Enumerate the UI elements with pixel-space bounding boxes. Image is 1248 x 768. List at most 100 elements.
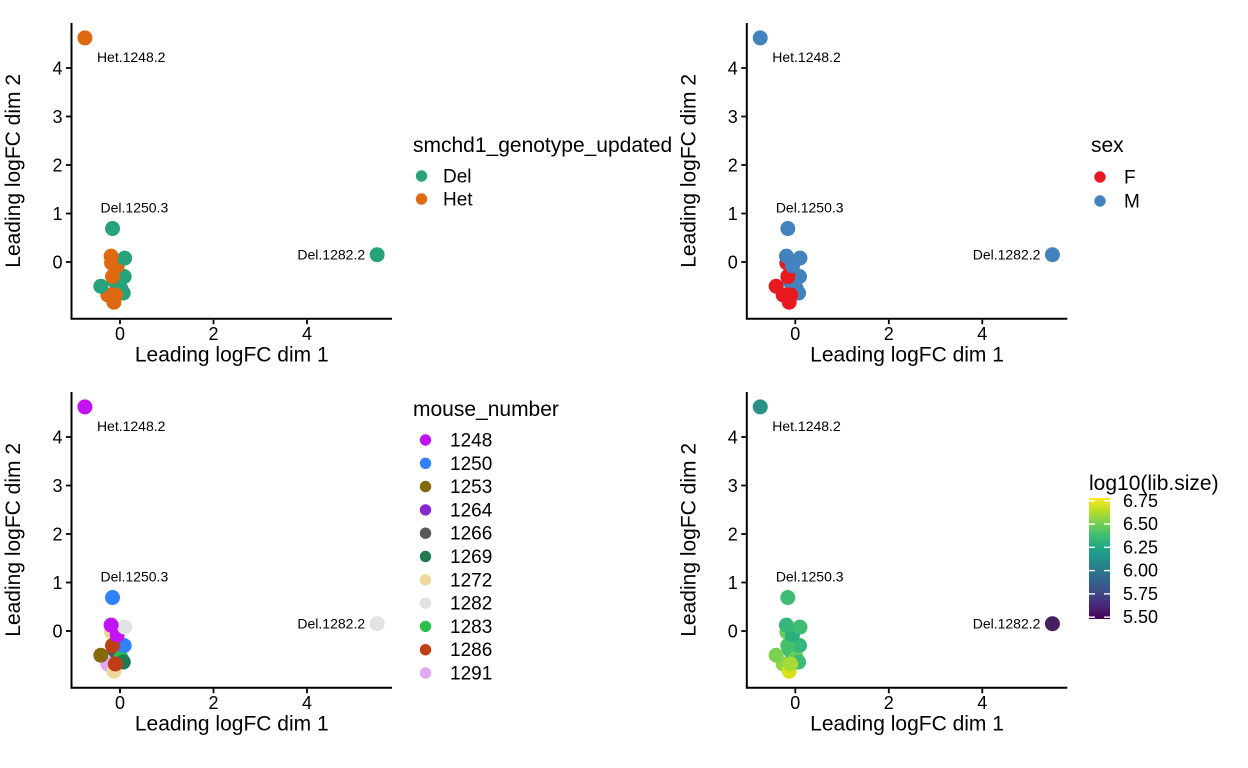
x-axis-title: Leading logFC dim 1 xyxy=(135,344,329,367)
data-point xyxy=(105,221,121,237)
y-axis-tick-label: 4 xyxy=(728,59,738,79)
data-point xyxy=(768,647,784,663)
axis-line xyxy=(70,23,392,320)
sample-label: Del.1282.2 xyxy=(973,247,1041,263)
sample-label: Del.1282.2 xyxy=(297,247,365,263)
y-axis-tick-label: 3 xyxy=(52,476,62,496)
legend-title: sex xyxy=(1091,134,1124,157)
x-axis-tick-label: 2 xyxy=(884,324,894,344)
legend-key-dot xyxy=(419,527,432,539)
legend-key-dot xyxy=(419,457,432,469)
y-axis-tick-label: 0 xyxy=(52,253,62,273)
x-axis-tick-label: 4 xyxy=(977,693,987,713)
x-axis-tick-label: 4 xyxy=(977,324,987,344)
legend-key-dot xyxy=(1094,195,1106,207)
legend-item-label: 1291 xyxy=(450,664,492,685)
data-point xyxy=(1044,247,1060,263)
colorbar-tick-label: 6.00 xyxy=(1123,561,1158,581)
axis-line xyxy=(745,23,1068,320)
colorbar-tick-label: 6.75 xyxy=(1123,491,1158,511)
data-point xyxy=(792,250,808,266)
legend-key-dot xyxy=(419,504,432,516)
data-point xyxy=(1044,616,1060,632)
colorbar-tick-label: 5.75 xyxy=(1123,584,1158,604)
data-point xyxy=(778,248,794,264)
data-point xyxy=(792,269,808,285)
legend-item-label: 1269 xyxy=(450,547,492,568)
data-point xyxy=(783,287,799,303)
legend-item-label: 1266 xyxy=(450,524,492,545)
y-axis-tick-label: 3 xyxy=(52,107,62,127)
legend-key-dot xyxy=(419,597,432,609)
colorbar-tick-label: 5.50 xyxy=(1123,607,1158,627)
data-point xyxy=(103,248,119,264)
legend-item-label: Del xyxy=(443,167,472,188)
axis-line xyxy=(70,392,392,689)
data-point xyxy=(783,656,799,672)
data-point xyxy=(369,247,385,263)
legend-key-dot xyxy=(419,667,432,679)
legend-title: smchd1_genotype_updated xyxy=(413,134,672,157)
y-axis-tick-label: 2 xyxy=(728,156,738,176)
legend-key-dot xyxy=(1094,171,1106,183)
y-axis-tick-label: 2 xyxy=(52,156,62,176)
y-axis-title: Leading logFC dim 2 xyxy=(2,443,25,637)
y-axis-tick-label: 2 xyxy=(728,525,738,545)
sample-label: Het.1248.2 xyxy=(97,49,166,65)
legend-item-label: 1264 xyxy=(450,500,493,521)
data-point xyxy=(792,638,808,654)
colorbar-tick-label: 6.50 xyxy=(1123,514,1158,534)
sample-label: Del.1282.2 xyxy=(973,616,1041,632)
y-axis-tick-label: 3 xyxy=(728,107,738,127)
sample-label: Het.1248.2 xyxy=(772,49,841,65)
data-point xyxy=(780,221,796,237)
legend-item-label: M xyxy=(1124,192,1140,213)
legend-item-label: 1248 xyxy=(450,431,492,452)
data-point xyxy=(768,278,784,294)
sample-label: Del.1250.3 xyxy=(101,200,169,216)
x-axis-tick-label: 2 xyxy=(208,693,218,713)
y-axis-title: Leading logFC dim 2 xyxy=(677,443,700,637)
x-axis-title: Leading logFC dim 1 xyxy=(810,344,1004,367)
legend-key-dot xyxy=(419,480,432,493)
sample-label: Del.1250.3 xyxy=(776,200,844,216)
x-axis-tick-label: 2 xyxy=(884,693,894,713)
y-axis-tick-label: 1 xyxy=(52,573,62,593)
data-point xyxy=(752,30,768,46)
y-axis-tick-label: 1 xyxy=(52,204,62,224)
y-axis-title: Leading logFC dim 2 xyxy=(677,74,700,268)
x-axis-tick-label: 0 xyxy=(115,324,125,344)
x-axis-tick-label: 2 xyxy=(208,324,218,344)
y-axis-tick-label: 4 xyxy=(52,59,62,79)
colorbar-gradient xyxy=(1089,498,1110,619)
legend-key-dot xyxy=(419,434,432,446)
data-point xyxy=(369,616,385,632)
data-point xyxy=(77,30,93,46)
sample-label: Het.1248.2 xyxy=(772,418,841,434)
x-axis-tick-label: 0 xyxy=(790,324,800,344)
legend-libsize: log10(lib.size)6.75 6.50 6.25 6.00 5.75 5.50 xyxy=(1089,472,1219,627)
data-point xyxy=(117,619,133,635)
data-point xyxy=(116,269,132,285)
colorbar-tick-label: 6.25 xyxy=(1123,537,1158,557)
y-axis-tick-label: 0 xyxy=(728,253,738,273)
y-axis-tick-label: 0 xyxy=(728,622,738,642)
y-axis-tick-label: 0 xyxy=(52,622,62,642)
y-axis-title: Leading logFC dim 2 xyxy=(2,74,25,268)
data-point xyxy=(778,617,794,633)
legend-item-label: 1283 xyxy=(450,617,492,638)
data-point xyxy=(792,619,808,635)
sample-label: Del.1282.2 xyxy=(297,616,365,632)
data-point xyxy=(93,647,109,663)
x-axis-title: Leading logFC dim 1 xyxy=(810,713,1004,736)
legend-key-dot xyxy=(415,193,428,205)
legend-key-dot xyxy=(419,550,432,563)
x-axis-tick-label: 0 xyxy=(790,693,800,713)
